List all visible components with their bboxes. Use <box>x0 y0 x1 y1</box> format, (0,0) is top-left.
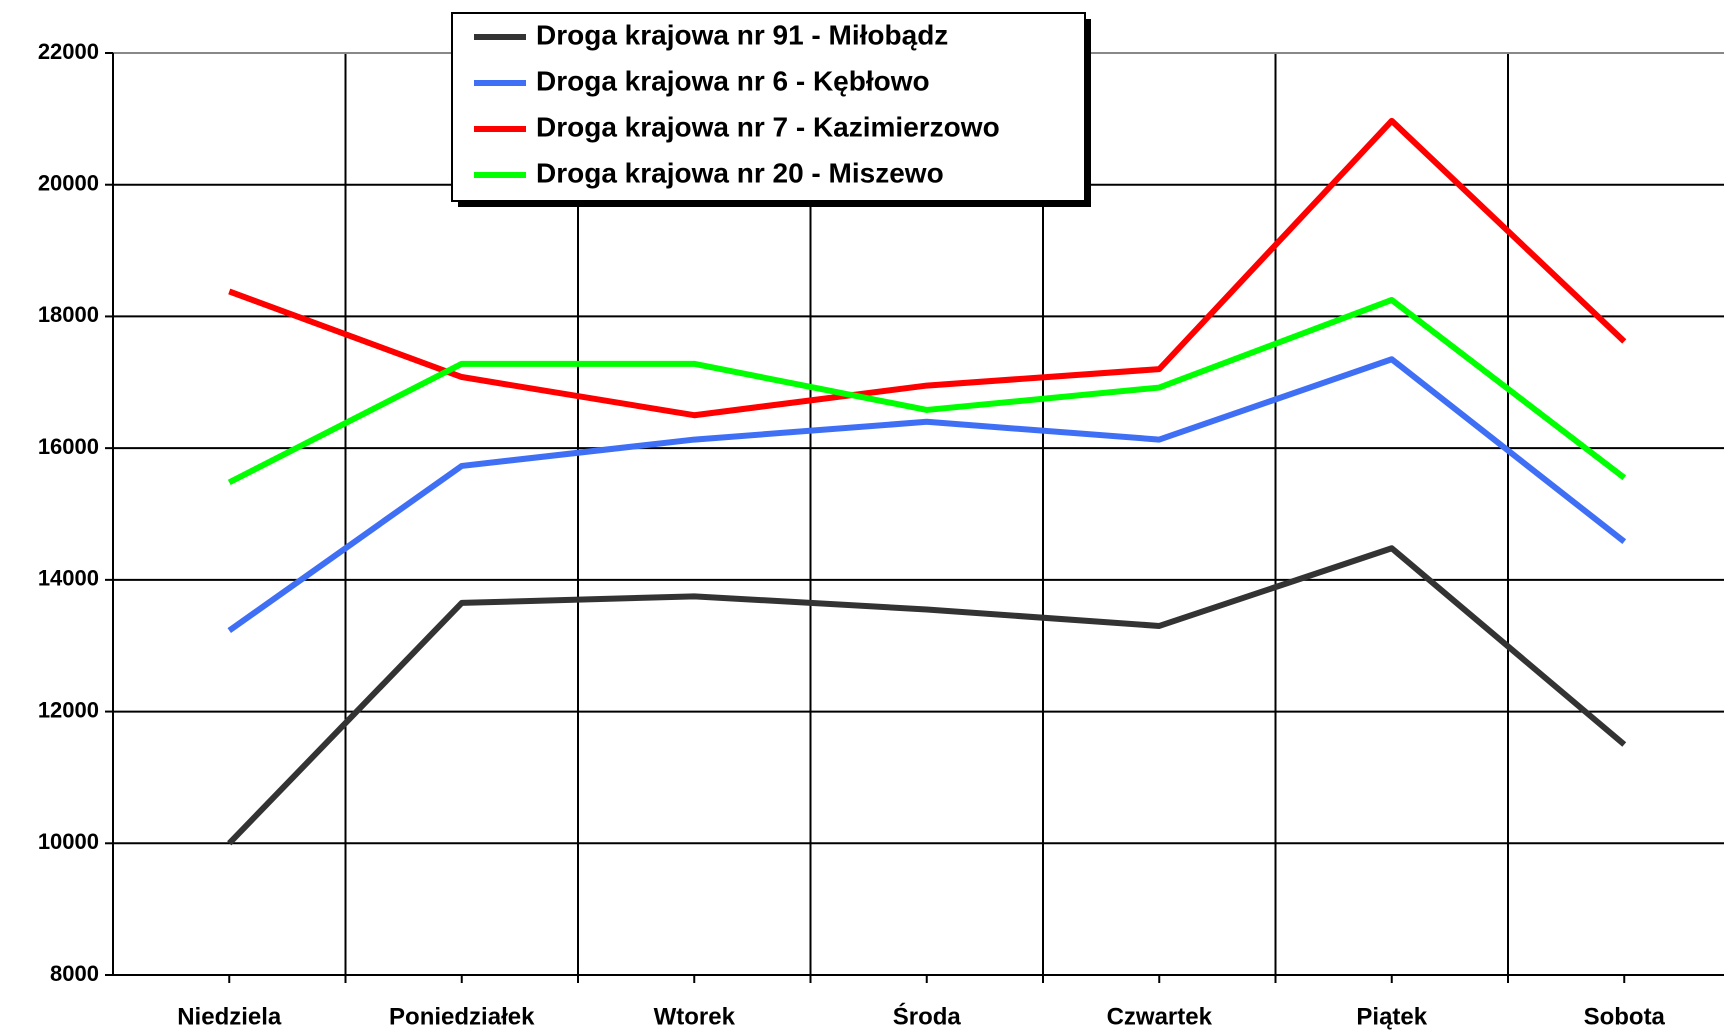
y-tick-label: 22000 <box>38 39 99 64</box>
legend-label: Droga krajowa nr 6 - Kębłowo <box>536 65 930 96</box>
legend <box>451 12 1086 202</box>
legend-label: Droga krajowa nr 7 - Kazimierzowo <box>536 111 1000 142</box>
x-tick-label: Niedziela <box>177 1003 282 1030</box>
y-tick-label: 14000 <box>38 566 99 591</box>
x-tick-label: Poniedziałek <box>389 1003 535 1030</box>
x-tick-label: Wtorek <box>654 1003 736 1030</box>
series-line <box>227 545 1627 846</box>
legend-label: Droga krajowa nr 20 - Miszewo <box>536 157 944 188</box>
series-line <box>228 117 1627 419</box>
x-tick-label: Środa <box>893 1002 962 1030</box>
y-tick-label: 16000 <box>38 434 99 459</box>
series-line <box>227 356 1627 634</box>
y-tick-label: 12000 <box>38 697 99 722</box>
y-tick-label: 20000 <box>38 171 99 196</box>
legend-label: Droga krajowa nr 91 - Miłobądz <box>536 19 948 50</box>
series-line <box>227 296 1627 486</box>
x-tick-label: Piątek <box>1356 1003 1427 1030</box>
y-tick-label: 8000 <box>50 961 99 986</box>
x-tick-label: Sobota <box>1584 1003 1666 1030</box>
x-tick-label: Czwartek <box>1107 1003 1213 1030</box>
y-tick-label: 18000 <box>38 302 99 327</box>
y-tick-label: 10000 <box>38 829 99 854</box>
